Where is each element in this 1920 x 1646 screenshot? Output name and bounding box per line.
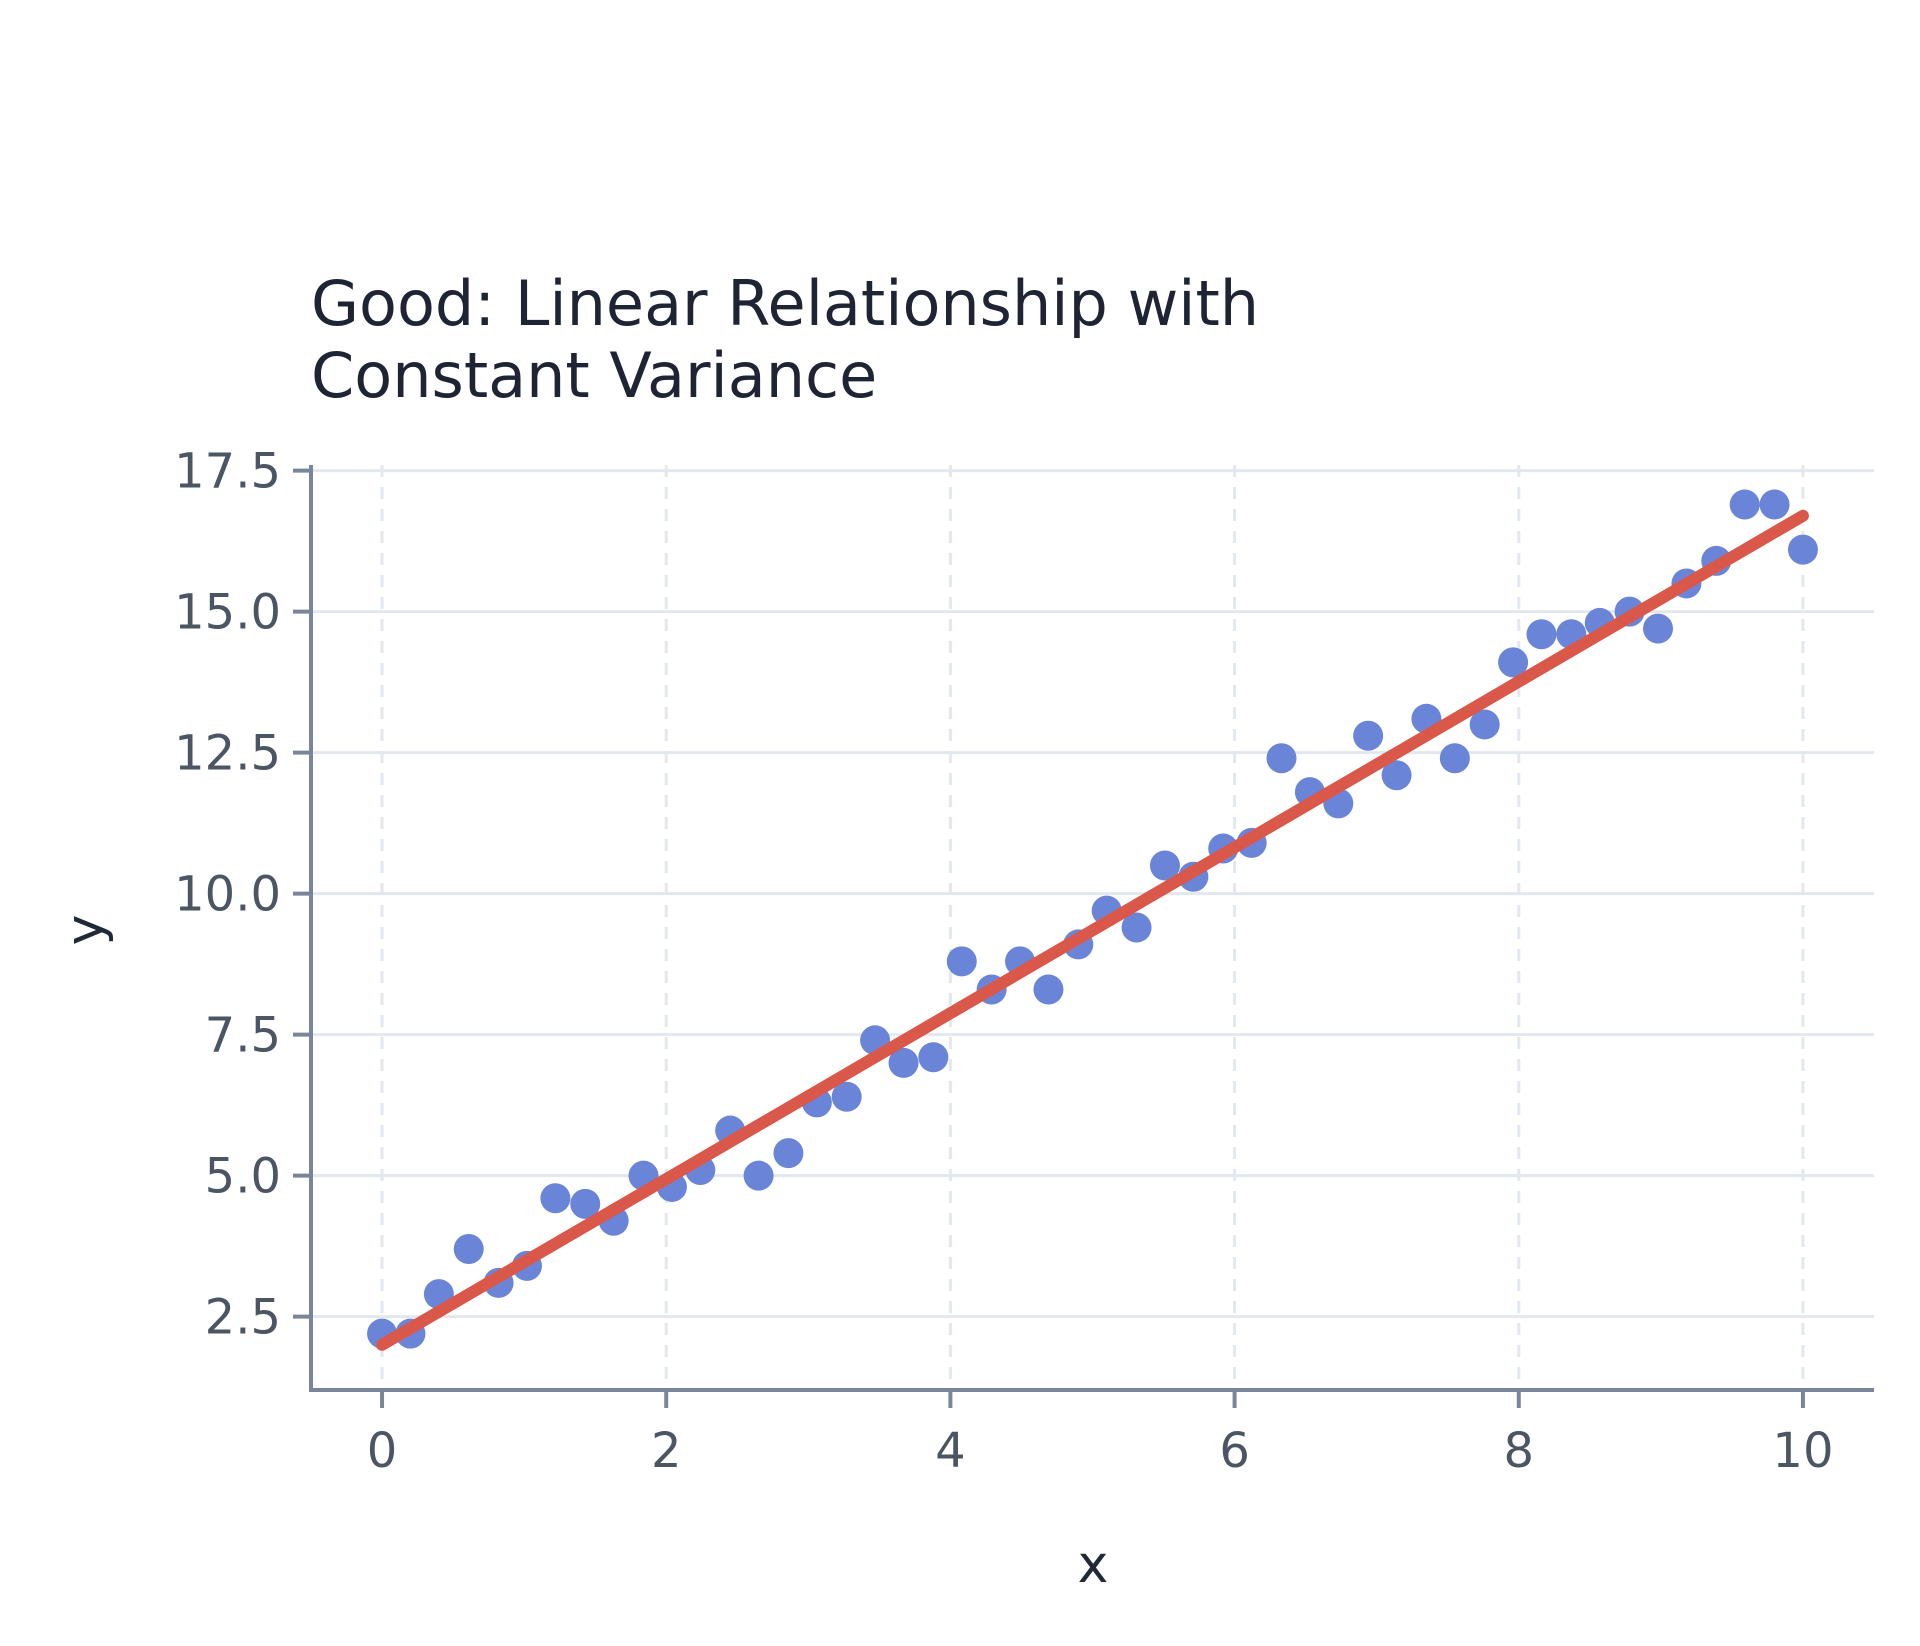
y-tick-label: 12.5 (174, 726, 281, 782)
x-axis-title: x (1078, 1535, 1109, 1595)
axis-spines (309, 465, 1874, 1392)
y-tick-label: 7.5 (205, 1008, 281, 1064)
data-point (743, 1160, 774, 1191)
x-tick-label: 0 (367, 1423, 398, 1479)
data-point (1729, 489, 1760, 520)
data-point (1759, 489, 1790, 520)
data-point (1121, 912, 1152, 943)
data-point (1439, 743, 1470, 774)
data-point (918, 1042, 949, 1073)
data-point (570, 1188, 601, 1219)
y-tick-label: 17.5 (174, 444, 281, 500)
fit-line-group (376, 509, 1809, 1351)
data-point (831, 1081, 862, 1112)
data-point (1643, 613, 1674, 644)
y-tick-label: 15.0 (174, 585, 281, 641)
data-point (888, 1047, 919, 1078)
data-point (946, 946, 977, 977)
data-point (1526, 619, 1557, 650)
data-point (1381, 760, 1412, 791)
data-point (453, 1233, 484, 1264)
fit-line (376, 509, 1809, 1351)
grid (311, 465, 1874, 1390)
data-point (773, 1138, 804, 1169)
x-tick-label: 2 (651, 1423, 682, 1479)
data-point (1498, 647, 1529, 678)
x-tick-label: 4 (935, 1423, 966, 1479)
chart-title-line-1: Good: Linear Relationship with (311, 267, 1259, 340)
data-point (1469, 709, 1500, 740)
data-point (1033, 974, 1064, 1005)
y-tick-label: 5.0 (205, 1149, 281, 1205)
data-point (1266, 743, 1297, 774)
data-point (1353, 720, 1384, 751)
x-tick-label: 8 (1503, 1423, 1534, 1479)
x-tick-label: 6 (1219, 1423, 1250, 1479)
ticks: 2.5 5.0 7.5 10.0 12.5 15.0 17.5 0 2 4 6 8 10 (174, 444, 1833, 1479)
chart-title-line-2: Constant Variance (311, 339, 877, 412)
data-point (1787, 534, 1818, 565)
data-point (540, 1183, 571, 1214)
axes (309, 465, 1874, 1392)
y-tick-label: 2.5 (205, 1290, 281, 1346)
y-axis-title: y (55, 915, 115, 946)
data-point (1149, 850, 1180, 881)
x-tick-label: 10 (1772, 1423, 1833, 1479)
y-tick-label: 10.0 (174, 867, 281, 923)
